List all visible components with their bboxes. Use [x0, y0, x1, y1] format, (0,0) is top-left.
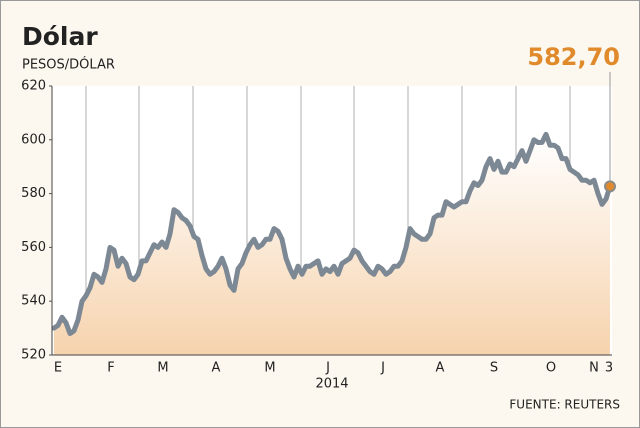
- chart-title: Dólar: [22, 22, 98, 51]
- line: [51, 131, 613, 336]
- x-tick-label: A: [436, 361, 445, 376]
- x-tick-label: O: [546, 361, 556, 376]
- x-tick-label: J: [380, 361, 385, 376]
- y-tick-label: 580: [21, 186, 46, 201]
- x-tick-label: M: [264, 361, 275, 376]
- x-tick-label: 3: [605, 361, 613, 376]
- x-tick-label: M: [157, 361, 168, 376]
- source: FUENTE: REUTERS: [509, 398, 620, 412]
- last-point: [604, 180, 616, 193]
- y-tick-label: 540: [21, 294, 46, 309]
- chart-subtitle: PESOS/DÓLAR: [22, 57, 115, 73]
- x-axis-label: 2014: [315, 377, 348, 392]
- x-tick-label: S: [490, 361, 498, 376]
- y-tick-label: 520: [21, 348, 46, 363]
- annotation: 582,70: [527, 43, 620, 71]
- x-tick-label: F: [107, 361, 114, 376]
- x-tick-label: J: [325, 361, 330, 376]
- x-tick-label: A: [212, 361, 221, 376]
- y-tick-label: 600: [21, 132, 46, 147]
- y-tick-label: 620: [21, 79, 46, 94]
- x-tick-label: E: [54, 361, 62, 376]
- x-tick-label: N: [589, 361, 599, 376]
- plot: 520 540 560 580 600 620 E F M A M J J A S O N 3 582,70: [21, 43, 620, 376]
- y-tick-label: 560: [21, 240, 46, 255]
